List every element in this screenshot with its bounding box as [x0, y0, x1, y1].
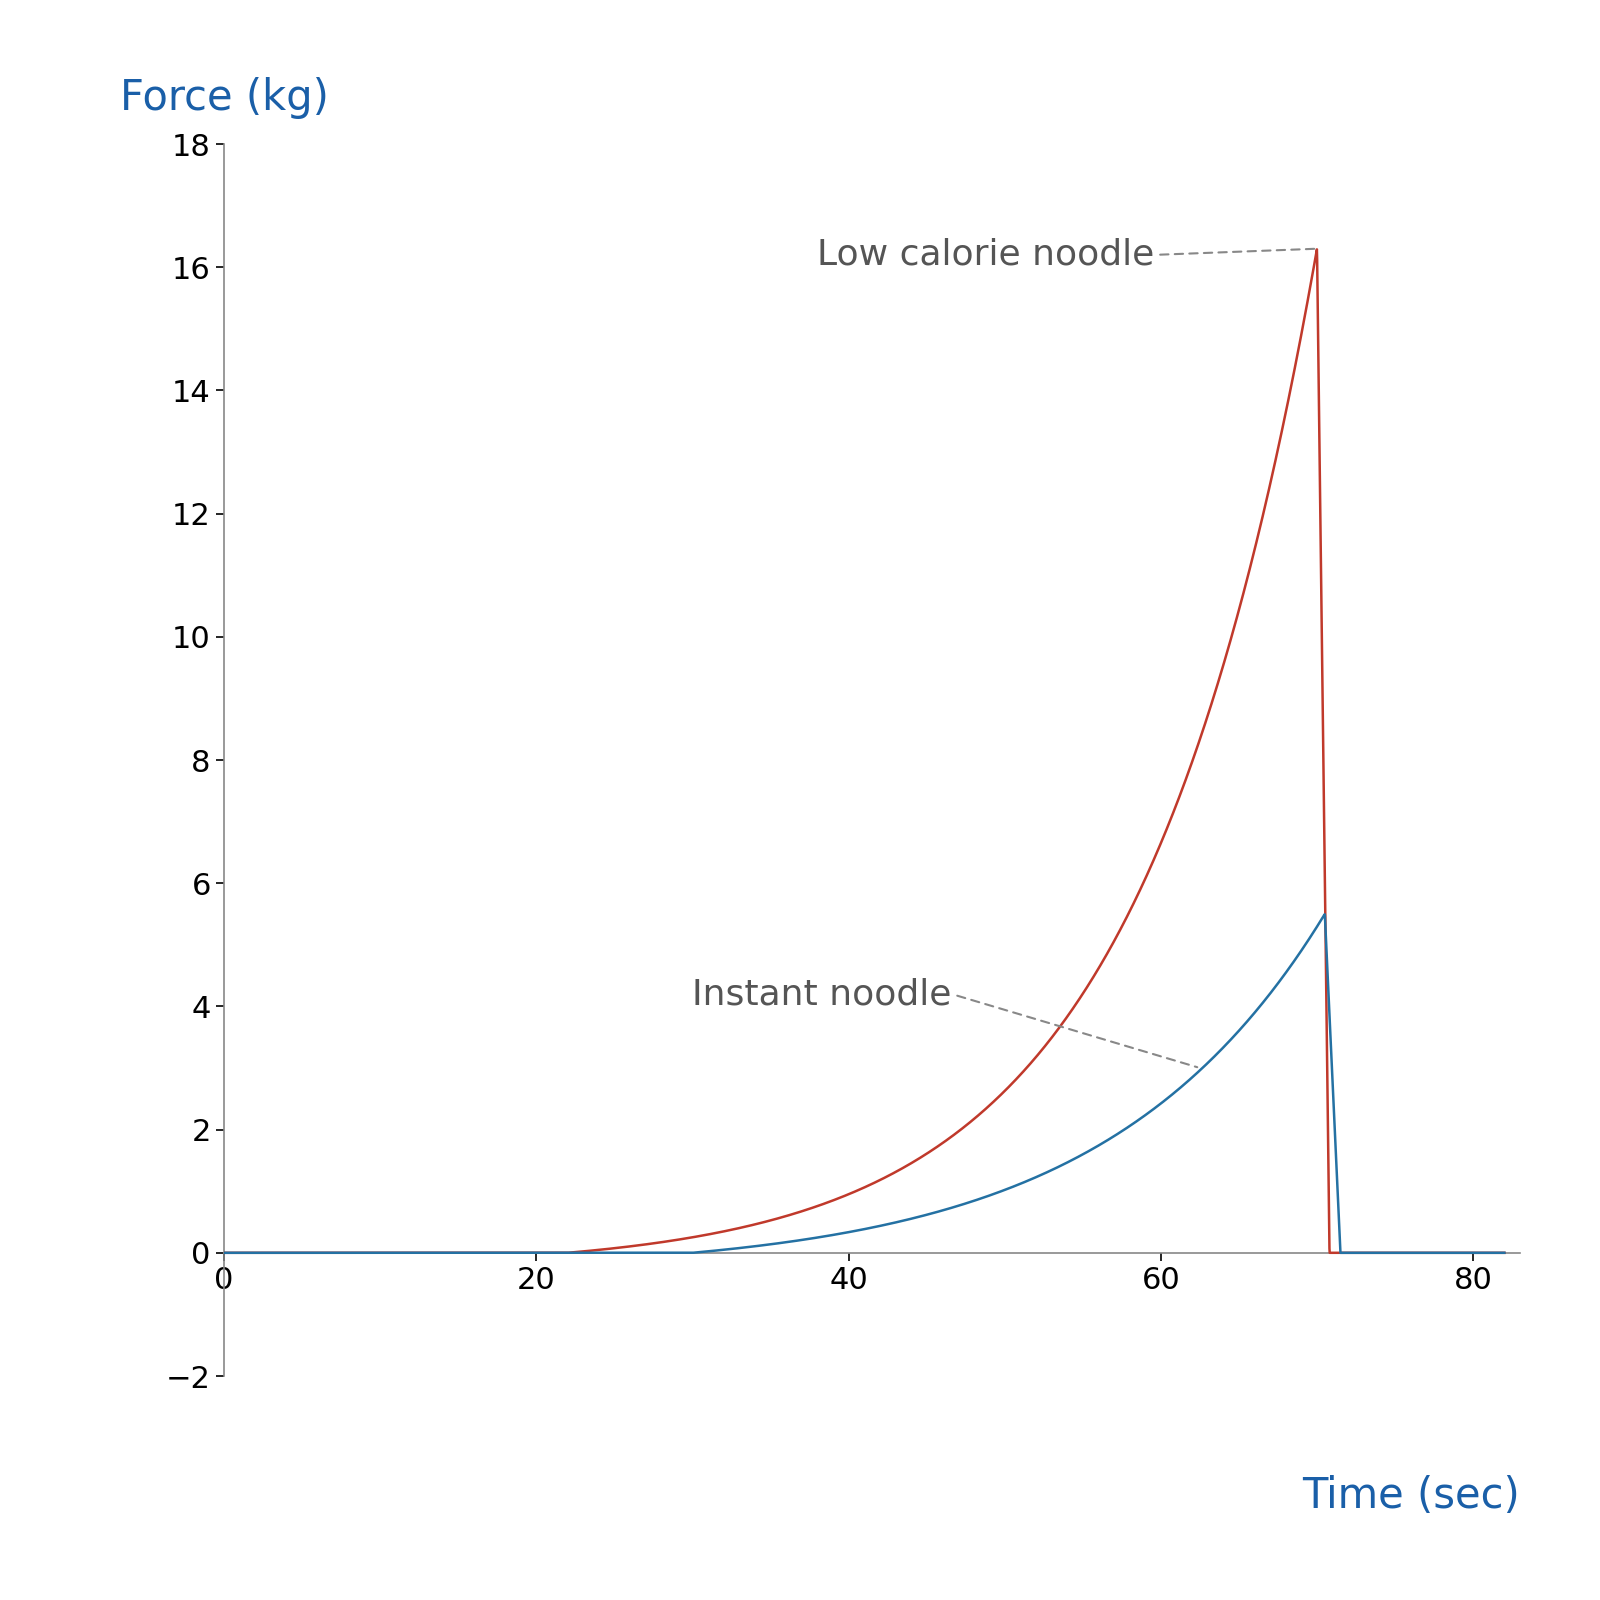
- Text: Instant noodle: Instant noodle: [693, 978, 1197, 1067]
- Text: Low calorie noodle: Low calorie noodle: [818, 238, 1314, 272]
- Text: Time (sec): Time (sec): [1302, 1475, 1520, 1517]
- Text: Force (kg): Force (kg): [120, 77, 330, 120]
